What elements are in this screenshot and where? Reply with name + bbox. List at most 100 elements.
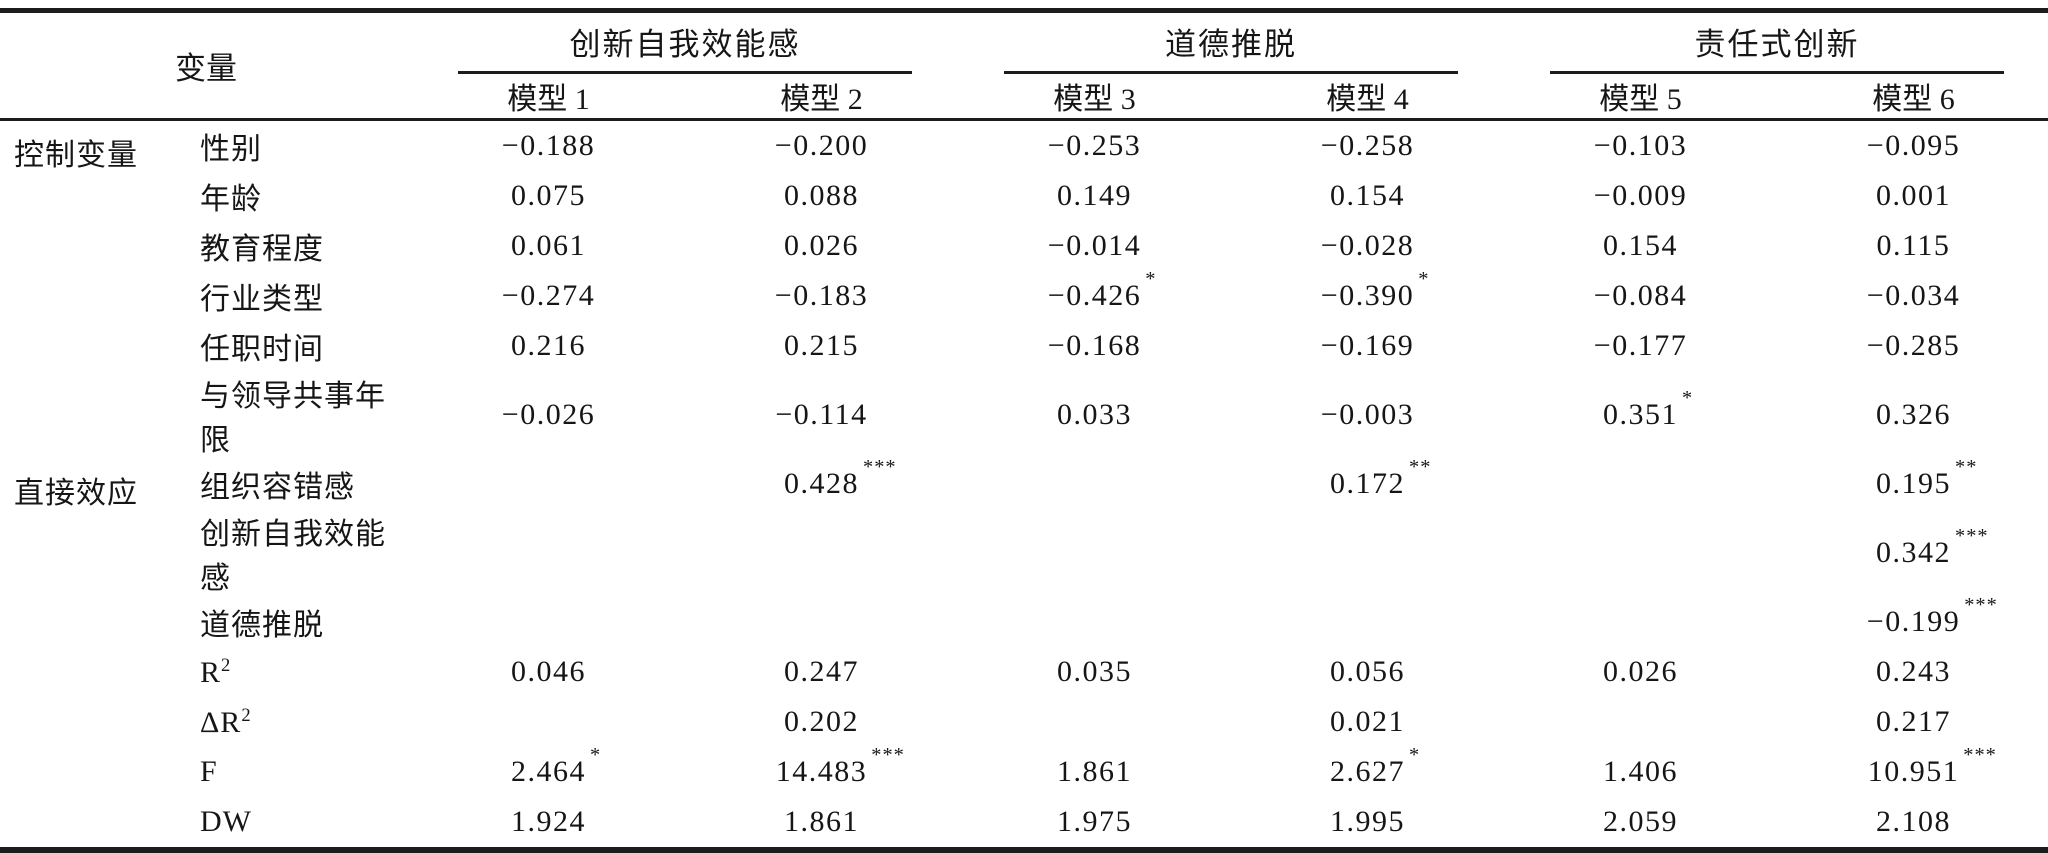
row-label: 与领导共事年限 xyxy=(200,380,386,457)
cell: 14.483 *** xyxy=(775,743,905,788)
cell: 0.149 xyxy=(1057,179,1132,212)
row-label: DW xyxy=(200,805,252,838)
section-label-direct-effects: 直接效应 xyxy=(14,477,138,510)
cell: 1.924 xyxy=(511,805,586,838)
cell: −0.188 xyxy=(501,129,596,162)
cell: −0.103 xyxy=(1593,129,1688,162)
table-row-innovation-self-efficacy: 创新自我效能感 0.342 *** xyxy=(0,509,2048,597)
cell: −0.014 xyxy=(1047,229,1142,262)
cell: 1.406 xyxy=(1603,755,1678,788)
cell xyxy=(1504,509,1777,597)
cell: 0.195 ** xyxy=(1876,455,1978,500)
cell: 0.428 *** xyxy=(784,455,897,500)
cell: −0.034 xyxy=(1866,279,1961,312)
cell: −0.183 xyxy=(774,279,869,312)
corner-header-variable: 变量 xyxy=(0,10,412,121)
table-row-gender: 控制变量 性别 −0.188 −0.200 −0.253 −0.258 −0.1… xyxy=(0,120,2048,172)
cell: 0.021 xyxy=(1330,705,1405,738)
cell: 0.351 * xyxy=(1603,386,1694,431)
cell: 0.088 xyxy=(784,179,859,212)
cell: −0.199 *** xyxy=(1866,593,1998,638)
cell: 0.001 xyxy=(1876,179,1951,212)
table-row-moral-disengagement: 道德推脱 −0.199 *** xyxy=(0,593,2048,647)
group-header-label: 创新自我效能感 xyxy=(458,19,912,74)
cell xyxy=(1504,459,1777,509)
cell: 2.464 * xyxy=(511,743,602,788)
group-header-innovation-self-efficacy: 创新自我效能感 xyxy=(412,11,958,74)
regression-table: 变量 创新自我效能感 道德推脱 责任式创新 模型 1 模型 2 模型 3 模型 … xyxy=(0,8,2048,853)
cell: −0.426 * xyxy=(1047,267,1157,312)
table-row-durbin-watson: DW 1.924 1.861 1.975 1.995 2.059 2.108 xyxy=(0,797,2048,850)
cell: 1.861 xyxy=(784,805,859,838)
group-header-moral-disengagement: 道德推脱 xyxy=(958,11,1504,74)
model-header-row: 模型 1 模型 2 模型 3 模型 4 模型 5 模型 6 xyxy=(0,74,2048,121)
cell: 0.202 xyxy=(784,705,859,738)
table-row-delta-r-squared: ΔR2 0.202 0.021 0.217 xyxy=(0,697,2048,747)
cell: −0.003 xyxy=(1320,398,1415,431)
cell xyxy=(412,509,685,597)
scanned-paper-page: 变量 创新自我效能感 道德推脱 责任式创新 模型 1 模型 2 模型 3 模型 … xyxy=(0,8,2048,853)
cell xyxy=(412,459,685,509)
row-label: 行业类型 xyxy=(200,283,324,316)
cell: −0.009 xyxy=(1593,179,1688,212)
row-label: F xyxy=(200,755,218,788)
cell: 0.026 xyxy=(784,229,859,262)
cell xyxy=(1231,509,1504,597)
cell: 0.035 xyxy=(1057,655,1132,688)
table-row-tenure: 任职时间 0.216 0.215 −0.168 −0.169 −0.177 −0… xyxy=(0,321,2048,371)
row-label: 任职时间 xyxy=(200,333,324,366)
cell: −0.200 xyxy=(774,129,869,162)
table-row-years-with-leader: 与领导共事年限 −0.026 −0.114 0.033 −0.003 0.351… xyxy=(0,371,2048,459)
cell: −0.253 xyxy=(1047,129,1142,162)
cell: 0.033 xyxy=(1057,398,1132,431)
cell xyxy=(958,459,1231,509)
cell: 2.108 xyxy=(1876,805,1951,838)
cell xyxy=(958,509,1231,597)
cell xyxy=(685,597,958,647)
cell: 0.056 xyxy=(1330,655,1405,688)
row-label: 年龄 xyxy=(200,183,262,216)
cell: 0.046 xyxy=(511,655,586,688)
table-row-org-error-tolerance: 直接效应 组织容错感 0.428 *** 0.172 ** 0.195 ** xyxy=(0,455,2048,510)
cell: 0.243 xyxy=(1876,655,1951,688)
cell: −0.114 xyxy=(775,398,868,431)
table-row-age: 年龄 0.075 0.088 0.149 0.154 −0.009 0.001 xyxy=(0,171,2048,221)
column-header-model-2: 模型 2 xyxy=(685,74,958,121)
cell: 0.154 xyxy=(1603,229,1678,262)
cell: −0.169 xyxy=(1320,329,1415,362)
cell xyxy=(1231,597,1504,647)
cell xyxy=(1504,697,1777,747)
cell: −0.026 xyxy=(501,398,596,431)
column-header-model-1: 模型 1 xyxy=(412,74,685,121)
row-label: 创新自我效能感 xyxy=(200,518,386,595)
row-label: ΔR2 xyxy=(200,704,252,739)
cell xyxy=(412,697,685,747)
group-header-label: 道德推脱 xyxy=(1004,19,1458,74)
cell: −0.177 xyxy=(1593,329,1688,362)
cell: 2.627 * xyxy=(1330,743,1421,788)
cell xyxy=(412,597,685,647)
cell: 2.059 xyxy=(1603,805,1678,838)
table-row-r-squared: R2 0.046 0.247 0.035 0.056 0.026 0.243 xyxy=(0,647,2048,697)
column-header-model-3: 模型 3 xyxy=(958,74,1231,121)
cell: 0.172 ** xyxy=(1330,455,1432,500)
cell: 1.975 xyxy=(1057,805,1132,838)
cell: −0.258 xyxy=(1320,129,1415,162)
cell: 10.951 *** xyxy=(1867,743,1997,788)
row-label: 道德推脱 xyxy=(200,609,324,642)
table-body: 控制变量 性别 −0.188 −0.200 −0.253 −0.258 −0.1… xyxy=(0,120,2048,851)
cell xyxy=(958,597,1231,647)
row-label: R2 xyxy=(200,654,232,689)
cell: 0.215 xyxy=(784,329,859,362)
cell xyxy=(1504,597,1777,647)
row-label: 性别 xyxy=(200,133,262,166)
cell: −0.084 xyxy=(1593,279,1688,312)
group-header-label: 责任式创新 xyxy=(1550,19,2004,74)
column-header-model-4: 模型 4 xyxy=(1231,74,1504,121)
cell: 0.154 xyxy=(1330,179,1405,212)
cell xyxy=(685,509,958,597)
group-header-responsible-innovation: 责任式创新 xyxy=(1504,11,2048,74)
cell: 0.326 xyxy=(1876,398,1951,431)
group-header-row: 变量 创新自我效能感 道德推脱 责任式创新 xyxy=(0,10,2048,121)
cell: −0.095 xyxy=(1866,129,1961,162)
